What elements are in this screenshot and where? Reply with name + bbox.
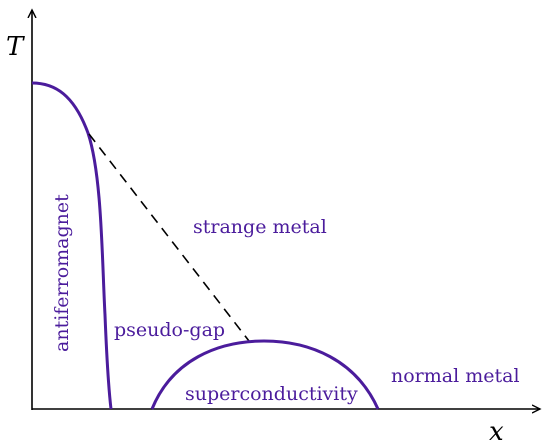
pseudo-gap-label: pseudo-gap [114, 319, 225, 341]
superconducting-dome-curve [150, 339, 380, 410]
y-axis-label: T [6, 32, 25, 62]
superconductivity-label: superconductivity [185, 383, 358, 405]
normal-metal-label: normal metal [391, 365, 520, 387]
strange-metal-label: strange metal [193, 216, 327, 238]
antiferromagnet-boundary-curve [31, 81, 113, 410]
pseudo-gap-crossover-line [88, 133, 250, 342]
x-axis-label: x [489, 417, 504, 447]
antiferromagnet-label: antiferromagnet [51, 194, 73, 352]
